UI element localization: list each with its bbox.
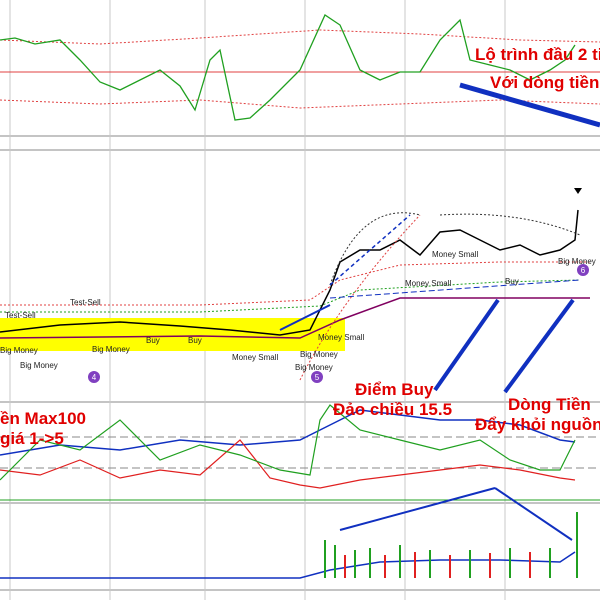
chart-label: Money Small bbox=[432, 250, 478, 259]
chart-label: Buy bbox=[146, 336, 160, 345]
chart-label: Money Small bbox=[318, 333, 364, 342]
chart-label: Big Money bbox=[0, 346, 38, 355]
chart-label: Big Money bbox=[300, 350, 338, 359]
note-line: Với dòng tiền c bbox=[490, 73, 600, 92]
chart-label: Big Money bbox=[20, 361, 58, 370]
top-indicator: Lộ trình đầu 2 tiế Với dòng tiền c bbox=[0, 14, 600, 128]
note-line: Dòng Tiền bbox=[508, 395, 591, 414]
chart-label: Buy bbox=[188, 336, 202, 345]
price-panel: Test-Sell Test-Sell Big Money Big Money … bbox=[0, 188, 596, 394]
chart-label: Big Money bbox=[558, 257, 596, 266]
chart-label: Big Money bbox=[295, 363, 333, 372]
note-line: giá 1->5 bbox=[0, 429, 64, 448]
marker-label: 5 bbox=[315, 373, 320, 382]
volume-panel bbox=[0, 487, 600, 579]
marker-label: 6 bbox=[581, 266, 586, 275]
note-line: Đẩy khỏi nguồn t bbox=[475, 415, 600, 434]
note-line: Điểm Buy bbox=[355, 380, 434, 399]
marker-label: 4 bbox=[92, 373, 97, 382]
note-line: ền Max100 bbox=[0, 409, 86, 428]
note-line: Đảo chiều 15.5 bbox=[333, 400, 452, 419]
chart-label: Test-Sell bbox=[70, 298, 101, 307]
chart-label: Test-Sell bbox=[5, 311, 36, 320]
flow-indicator: ền Max100 giá 1->5 Điểm Buy Đảo chiều 15… bbox=[0, 380, 600, 489]
chart-label: Big Money bbox=[92, 345, 130, 354]
chart-label: Money Small bbox=[232, 353, 278, 362]
chart-label: Buy bbox=[505, 277, 519, 286]
note-line: Lộ trình đầu 2 tiế bbox=[475, 45, 600, 64]
chart-label: Money Small bbox=[405, 279, 451, 288]
